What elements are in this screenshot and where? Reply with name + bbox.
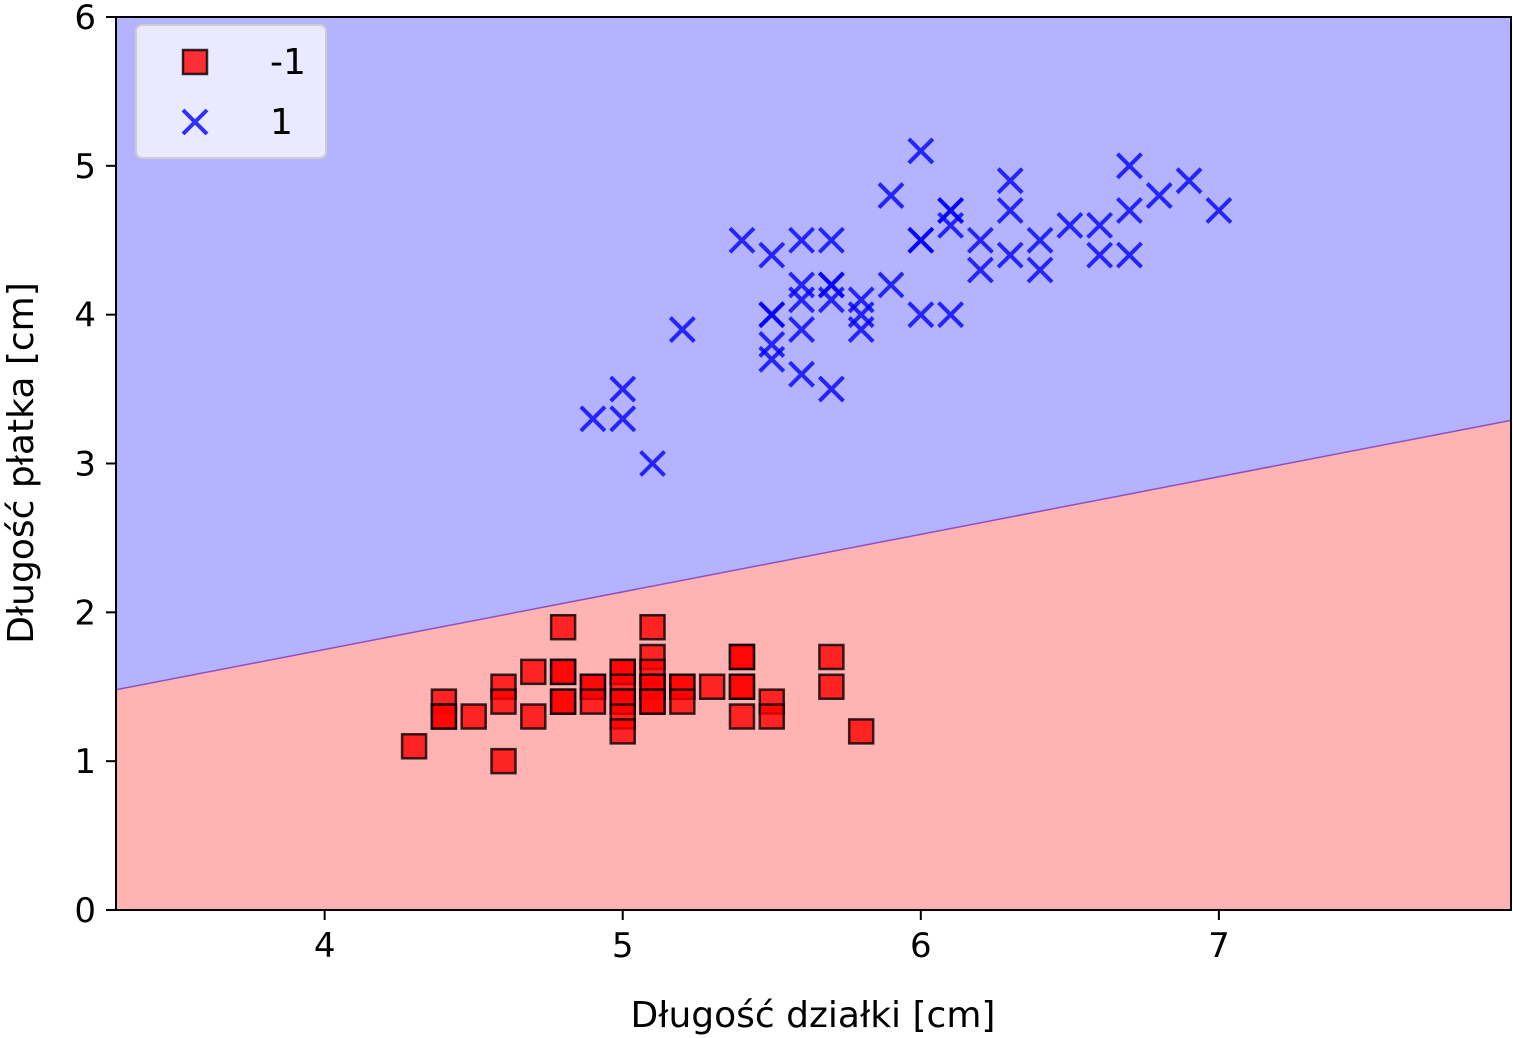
data-point-class-minus-1 [520,658,547,686]
data-point-class-1 [609,375,637,403]
data-point-class-1 [639,450,666,477]
legend-marker-x-icon [181,108,209,136]
y-tick-label: 4 [74,296,96,336]
data-point-class-1 [907,226,935,254]
data-point-class-minus-1 [698,673,726,700]
region-class-minus-1 [116,420,1511,910]
data-point-class-1 [1026,256,1054,284]
data-point-class-minus-1 [639,613,666,641]
data-point-class-minus-1 [549,613,577,641]
data-point-class-minus-1 [400,733,428,760]
y-axis: 0 1 2 3 4 5 6 [74,0,116,931]
data-point-class-1 [1116,197,1143,224]
region-class-1 [116,17,1511,690]
data-point-class-1 [967,226,994,254]
data-point-class-1 [967,256,994,284]
data-point-class-1 [1175,167,1203,195]
data-point-class-minus-1 [669,688,696,715]
data-point-class-minus-1 [430,703,458,730]
data-point-class-1 [788,316,815,343]
data-point-class-minus-1 [639,688,666,715]
data-point-class-1 [758,241,786,269]
data-point-class-minus-1 [847,718,875,745]
legend-label: -1 [270,42,306,83]
data-point-class-minus-1 [549,658,577,686]
y-tick-label: 2 [74,593,96,633]
legend: -11 [135,24,327,159]
y-tick-label: 5 [74,147,96,187]
data-point-class-minus-1 [818,673,845,700]
data-point-class-1 [996,241,1024,269]
data-point-class-1 [877,182,905,210]
data-point-class-1 [937,211,965,239]
data-point-class-1 [1116,152,1143,180]
data-point-class-1 [788,226,815,254]
x-tick-label: 5 [612,926,634,966]
data-point-class-minus-1 [520,703,547,730]
x-tick-label: 4 [314,926,336,966]
legend-label: 1 [270,102,293,143]
data-point-class-1 [1116,241,1143,269]
y-tick-label: 1 [74,742,96,782]
data-point-class-minus-1 [728,643,756,671]
data-point-class-1 [877,271,905,299]
data-point-class-1 [788,286,815,314]
data-point-class-1 [609,405,637,433]
data-point-class-1 [668,316,696,343]
decision-regions [116,17,1511,910]
data-point-class-1 [1056,211,1084,239]
data-point-class-minus-1 [818,643,845,671]
data-point-class-1 [817,375,845,403]
data-point-class-minus-1 [490,747,517,775]
data-point-class-minus-1 [728,673,756,700]
y-tick-label: 6 [74,0,96,38]
data-point-class-1 [817,286,845,314]
data-point-class-1 [788,360,815,388]
data-point-class-1 [847,316,875,343]
data-point-class-1 [1026,226,1054,254]
x-tick-label: 6 [910,926,932,966]
y-tick-label: 3 [74,445,96,485]
data-points [400,137,1233,775]
data-point-class-1 [817,226,845,254]
data-point-class-minus-1 [490,688,517,715]
data-point-class-1 [1145,182,1173,210]
data-point-class-minus-1 [758,703,786,730]
data-point-class-1 [1086,241,1114,269]
x-axis: 4 5 6 7 [314,910,1230,966]
decision-boundary [116,419,1511,691]
data-point-class-minus-1 [728,703,756,730]
data-point-class-minus-1 [549,688,577,715]
data-point-class-minus-1 [579,688,607,715]
x-axis-label: Długość działki [cm] [631,995,996,1036]
x-tick-label: 7 [1208,926,1230,966]
data-point-class-1 [907,137,935,165]
data-point-class-1 [996,197,1024,224]
y-axis-label: Długość płatka [cm] [1,282,42,644]
data-point-class-1 [937,301,965,329]
data-point-class-1 [1205,197,1233,224]
data-point-class-1 [907,301,935,329]
data-point-class-1 [728,226,756,254]
data-point-class-1 [579,405,607,433]
data-point-class-minus-1 [460,703,487,730]
data-point-class-1 [758,301,786,329]
legend-marker-square-icon [181,48,209,76]
data-point-class-1 [996,167,1024,195]
data-point-class-minus-1 [609,718,636,745]
y-tick-label: 0 [74,891,96,931]
data-point-class-1 [758,345,786,373]
data-point-class-1 [1086,211,1114,239]
